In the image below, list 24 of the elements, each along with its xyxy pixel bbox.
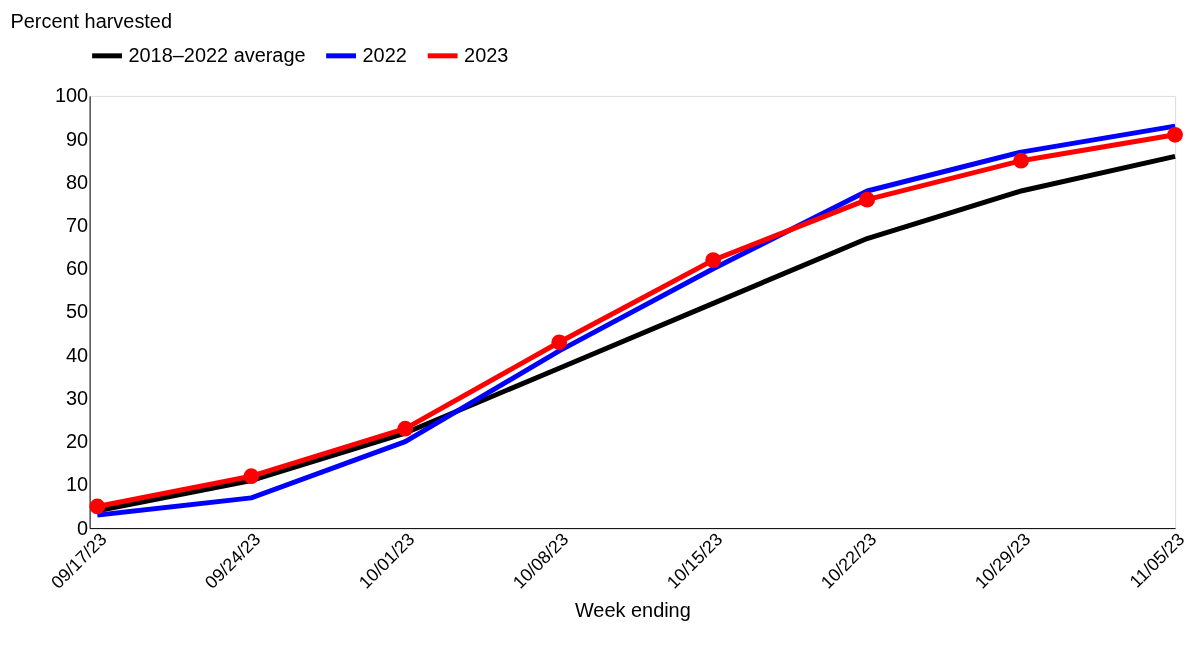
y-tick-label: 0 xyxy=(77,516,89,539)
y-tick-label: 50 xyxy=(65,300,89,323)
legend-label: 2022 xyxy=(362,43,407,66)
legend-label: 2023 xyxy=(464,43,509,66)
y-tick-label: 70 xyxy=(65,214,89,237)
y-tick-label: 90 xyxy=(65,127,89,150)
y-tick-label: 100 xyxy=(54,84,89,107)
point xyxy=(243,468,260,485)
point xyxy=(1167,126,1183,143)
y-tick-label: 80 xyxy=(65,170,89,193)
point xyxy=(397,420,414,437)
y-tick-label: 40 xyxy=(65,343,89,366)
point xyxy=(89,498,106,515)
y-tick-label: 60 xyxy=(65,257,89,280)
y-tick-label: 10 xyxy=(65,473,89,496)
x-axis-title: Week ending xyxy=(574,598,691,621)
point xyxy=(859,191,876,208)
point xyxy=(1013,152,1029,169)
point xyxy=(705,252,722,268)
y-tick-label: 30 xyxy=(65,386,89,409)
legend-label: 2018–2022 average xyxy=(128,43,306,66)
point xyxy=(551,334,568,351)
y-axis-title: Percent harvested xyxy=(10,9,173,32)
y-tick-label: 20 xyxy=(65,430,89,453)
